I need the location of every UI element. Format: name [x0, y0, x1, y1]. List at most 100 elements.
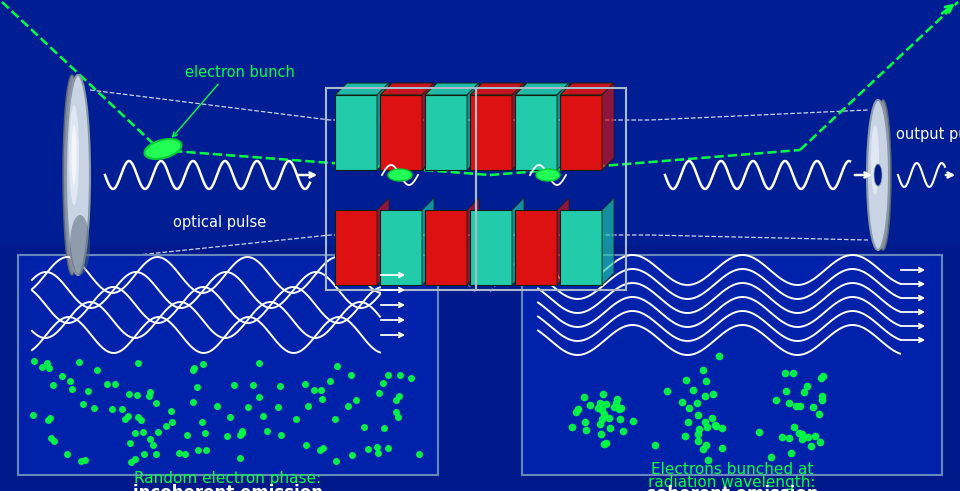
Polygon shape [425, 83, 479, 95]
Point [89, 366, 105, 374]
Point [39, 359, 55, 367]
Point [608, 399, 623, 407]
Point [607, 403, 622, 411]
Point [695, 366, 710, 374]
Point [681, 418, 696, 426]
Polygon shape [515, 83, 569, 95]
Point [327, 415, 343, 423]
Ellipse shape [70, 215, 90, 275]
Point [209, 403, 225, 410]
Point [714, 424, 730, 432]
Point [198, 430, 213, 437]
Point [45, 382, 60, 389]
Point [679, 376, 694, 383]
Point [752, 428, 767, 436]
Bar [18, 255, 438, 475]
Polygon shape [557, 83, 569, 170]
Bar [380, 210, 422, 285]
Point [568, 408, 584, 416]
Polygon shape [377, 83, 389, 170]
Point [100, 381, 115, 388]
Point [705, 414, 720, 422]
Point [389, 396, 404, 404]
Point [60, 450, 75, 458]
Point [595, 390, 611, 398]
Point [564, 424, 580, 432]
Point [648, 441, 663, 449]
Ellipse shape [145, 139, 181, 159]
Bar [0, 0, 960, 245]
Point [388, 408, 403, 416]
Polygon shape [557, 198, 569, 285]
Point [781, 434, 797, 442]
Point [685, 386, 701, 394]
Bar [476, 88, 626, 290]
Point [75, 400, 90, 408]
Point [131, 413, 146, 421]
Point [255, 412, 271, 420]
Bar [335, 210, 377, 285]
Point [682, 404, 697, 411]
Point [240, 404, 255, 411]
Point [815, 372, 830, 380]
Point [151, 428, 166, 436]
Point [374, 380, 390, 387]
Point [323, 377, 338, 385]
Point [234, 428, 250, 436]
Point [791, 429, 806, 437]
Point [677, 432, 692, 439]
Point [26, 357, 41, 365]
Point [297, 380, 312, 388]
Bar [515, 210, 557, 285]
Point [675, 398, 690, 406]
Point [589, 404, 605, 411]
Point [775, 433, 790, 440]
Point [158, 422, 174, 430]
Point [777, 369, 792, 377]
Ellipse shape [536, 169, 560, 181]
Point [343, 371, 358, 379]
Point [46, 437, 61, 445]
Point [288, 415, 303, 423]
Point [272, 382, 287, 390]
Point [570, 405, 586, 413]
Bar [522, 255, 942, 475]
Point [594, 415, 610, 423]
Point [786, 369, 802, 377]
Point [707, 421, 722, 429]
Ellipse shape [871, 125, 879, 195]
Text: Electrons bunched at: Electrons bunched at [651, 463, 813, 478]
Point [690, 437, 706, 445]
Polygon shape [467, 83, 479, 170]
Point [35, 363, 50, 371]
Point [245, 381, 260, 388]
Polygon shape [512, 83, 524, 170]
Point [592, 420, 608, 428]
Point [786, 423, 802, 431]
Point [611, 405, 626, 413]
Point [190, 383, 205, 391]
Bar [470, 210, 512, 285]
Bar [380, 95, 422, 170]
Point [348, 396, 364, 404]
Point [149, 450, 164, 458]
Polygon shape [422, 198, 434, 285]
Point [123, 458, 138, 466]
Point [114, 405, 130, 412]
Point [593, 430, 609, 437]
Point [403, 374, 419, 382]
Ellipse shape [71, 125, 77, 185]
Point [692, 425, 708, 433]
Point [372, 389, 387, 397]
Point [768, 396, 783, 404]
Point [380, 371, 396, 379]
Point [313, 386, 328, 394]
Point [794, 430, 809, 437]
Point [195, 359, 210, 367]
Point [232, 431, 248, 439]
Point [300, 402, 316, 410]
Ellipse shape [875, 100, 891, 250]
Point [313, 446, 328, 454]
Point [696, 445, 711, 453]
Bar [326, 88, 476, 290]
